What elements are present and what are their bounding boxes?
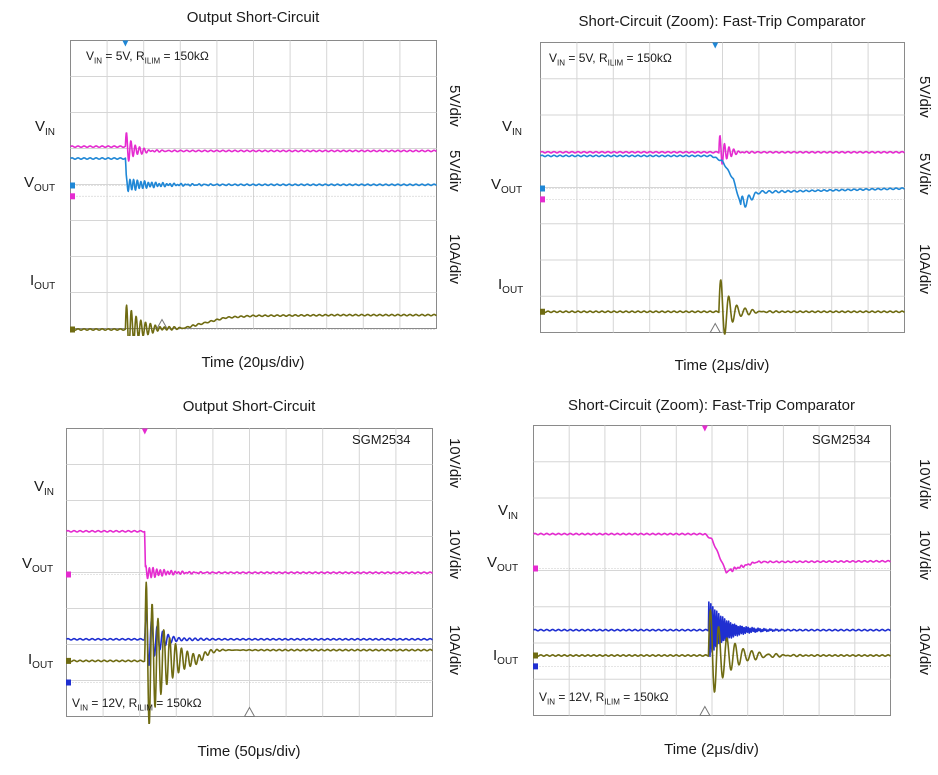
vout-channel-label: VOUT (491, 176, 523, 196)
vout-channel-label: VOUT (487, 554, 519, 574)
trigger-event-icon (122, 40, 129, 47)
trigger-event-icon (712, 42, 719, 49)
trigger-position-icon (699, 705, 711, 716)
device-model: SGM2534 (812, 432, 871, 447)
trace-vout (70, 157, 437, 193)
channel-marker-iout (70, 326, 75, 333)
channel-marker-vin (533, 663, 538, 670)
vin-scale: 5V/div (446, 85, 463, 127)
iout-channel-label: IOUT (28, 651, 54, 671)
scope-screen (66, 428, 440, 724)
test-condition: VIN = 12V, RILIM = 150kΩ (539, 690, 669, 707)
vin-channel-label: VIN (34, 478, 55, 498)
scope-screen (533, 425, 898, 723)
iout-channel-label: IOUT (30, 272, 56, 292)
chart-title: Output Short-Circuit (186, 9, 320, 26)
vout-channel-label: VOUT (22, 555, 54, 575)
vin-scale: 10V/div (446, 438, 463, 489)
channel-marker-vout (540, 185, 545, 192)
trigger-event-icon (141, 428, 148, 435)
channel-marker-vout (70, 182, 75, 189)
scope-plot (533, 425, 891, 716)
scope-screen (70, 40, 444, 336)
iout-scale: 10A/div (916, 625, 933, 676)
iout-scale: 10A/div (446, 625, 463, 676)
scope-plot (70, 40, 437, 336)
iout-channel-label: IOUT (493, 647, 519, 667)
vout-scale: 5V/div (446, 150, 463, 192)
trace-vin (540, 134, 905, 165)
vin-channel-label: VIN (498, 502, 519, 522)
vout-channel-label: VOUT (24, 174, 56, 194)
vin-channel-label: VIN (502, 118, 523, 138)
trigger-position-icon (709, 322, 722, 333)
scope-plot (66, 428, 433, 724)
trace-vout (533, 532, 891, 574)
vout-scale: 5V/div (916, 153, 933, 195)
chart-title: Output Short-Circuit (182, 398, 316, 415)
test-condition: VIN = 5V, RILIM = 150kΩ (86, 49, 209, 66)
channel-marker-vout (66, 571, 71, 578)
vin-scale: 10V/div (916, 459, 933, 510)
vin-channel-label: VIN (35, 118, 56, 138)
iout-channel-label: IOUT (498, 276, 524, 296)
trigger-position-icon (243, 706, 256, 717)
trace-vin (70, 132, 437, 162)
channel-marker-vout (533, 565, 538, 572)
channel-marker-vin (70, 193, 75, 200)
trace-vin (66, 605, 433, 666)
iout-scale: 10A/div (916, 244, 933, 295)
chart-title: Short-Circuit (Zoom): Fast-Trip Comparat… (568, 397, 855, 414)
trace-vout (540, 154, 905, 208)
vout-scale: 10V/div (446, 529, 463, 580)
scope-screen (540, 42, 912, 340)
test-condition: VIN = 5V, RILIM = 150kΩ (549, 51, 672, 68)
vin-scale: 5V/div (916, 76, 933, 118)
x-axis-label: Time (50μs/div) (197, 743, 301, 760)
trace-iout (66, 581, 433, 724)
trace-iout (70, 304, 437, 336)
device-model: SGM2534 (352, 432, 411, 447)
trace-vout (66, 529, 433, 580)
x-axis-label: Time (2μs/div) (664, 741, 759, 758)
channel-marker-iout (66, 657, 71, 664)
x-axis-label: Time (20μs/div) (201, 354, 305, 371)
test-condition: VIN = 12V, RILIM = 150kΩ (72, 696, 202, 713)
chart-title: Short-Circuit (Zoom): Fast-Trip Comparat… (578, 13, 866, 30)
channel-marker-vin (540, 196, 545, 203)
iout-scale: 10A/div (446, 234, 463, 285)
trace-iout (533, 609, 891, 693)
channel-marker-iout (533, 652, 538, 659)
trigger-event-icon (701, 425, 708, 432)
vout-scale: 10V/div (916, 530, 933, 581)
scope-plot (540, 42, 905, 335)
x-axis-label: Time (2μs/div) (674, 357, 770, 374)
channel-marker-vin (66, 679, 71, 686)
channel-marker-iout (540, 308, 545, 315)
trace-iout (540, 279, 905, 335)
